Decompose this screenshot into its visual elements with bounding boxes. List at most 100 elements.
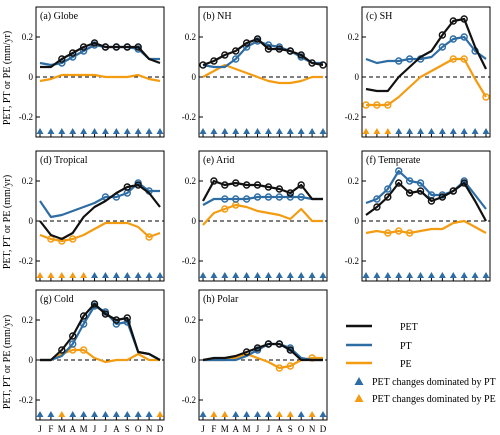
dominance-triangle <box>243 128 251 134</box>
dominance-triangle <box>384 128 392 134</box>
panel-title: (a) Globe <box>40 11 79 22</box>
dominance-triangle <box>145 128 153 134</box>
dominance-triangle <box>232 128 240 134</box>
marker-pt <box>395 167 403 175</box>
dominance-triangle <box>254 272 262 278</box>
dominance-triangle <box>199 272 207 278</box>
dominance-triangle <box>395 272 403 278</box>
marker-pet <box>210 177 218 185</box>
dominance-triangle <box>406 128 414 134</box>
marker-pt <box>297 193 305 201</box>
y-tick-label: -0.2 <box>182 395 196 405</box>
dominance-triangle <box>243 272 251 278</box>
series-line-pet <box>39 183 161 241</box>
y-tick-label: -0.2 <box>182 112 196 122</box>
dominance-triangle <box>427 272 435 278</box>
dominance-triangle <box>58 411 66 417</box>
x-tick-label: N <box>309 424 316 434</box>
dominance-triangle <box>417 272 425 278</box>
y-tick-label: -0.2 <box>345 256 359 266</box>
legend-tri-pe-label: PET changes dominated by PE <box>372 394 496 405</box>
dominance-triangle <box>482 272 490 278</box>
marker-pt <box>460 33 468 41</box>
marker-pet <box>123 183 131 191</box>
marker-pet <box>242 181 251 189</box>
marker-pe <box>395 227 403 235</box>
dominance-triangle <box>58 272 66 278</box>
y-tick-label: -0.2 <box>182 256 196 266</box>
dominance-triangle <box>36 128 44 134</box>
x-tick-label: J <box>104 424 108 434</box>
panel-title: (d) Tropical <box>40 155 88 166</box>
marker-pt <box>449 35 457 43</box>
dominance-triangle <box>232 272 240 278</box>
dominance-triangle <box>286 128 294 134</box>
y-tick-label: 0.2 <box>348 32 359 42</box>
dominance-triangle <box>112 272 120 278</box>
marker-pe <box>405 229 414 237</box>
dominance-triangle <box>145 411 153 417</box>
y-axis-label-row1: PET, PT or PE (mm/yr) <box>2 31 13 125</box>
marker-pet <box>123 43 131 51</box>
marker-pet <box>79 43 88 51</box>
panel-frame <box>361 150 491 282</box>
dominance-triangle <box>134 128 142 134</box>
x-tick-label: O <box>298 424 305 434</box>
x-tick-label: J <box>256 424 260 434</box>
panel-4: -0.2 0 0.2 (d) Tropical <box>19 150 165 282</box>
dominance-triangle <box>91 128 99 134</box>
panel-title: (e) Arid <box>203 155 234 166</box>
x-tick-label: O <box>135 424 142 434</box>
marker-pet <box>242 39 251 47</box>
dominance-triangle <box>275 128 283 134</box>
y-tick-label: 0.2 <box>22 315 33 325</box>
marker-pet <box>253 344 262 352</box>
series-line-pet <box>202 342 323 362</box>
panel-frame <box>198 6 328 138</box>
marker-pt <box>232 55 240 63</box>
dominance-triangle <box>286 411 294 417</box>
y-tick-label: 0 <box>29 72 34 82</box>
dominance-triangle <box>80 411 88 417</box>
dominance-triangle <box>406 272 414 278</box>
dominance-triangle <box>362 128 370 134</box>
dominance-triangle <box>254 128 262 134</box>
dominance-triangle <box>264 272 272 278</box>
marker-pt <box>221 195 229 203</box>
x-tick-label: D <box>157 424 164 434</box>
panel-frame <box>35 289 165 421</box>
marker-pe <box>449 55 457 63</box>
x-tick-label: A <box>276 424 283 434</box>
dominance-triangle <box>199 411 207 417</box>
marker-pt <box>79 320 88 328</box>
marker-pt <box>405 177 414 185</box>
dominance-triangle <box>471 128 479 134</box>
marker-pet <box>232 179 240 187</box>
y-tick-label: 0 <box>355 216 360 226</box>
panel-frame <box>198 150 328 282</box>
marker-pet <box>438 31 447 39</box>
dominance-triangle <box>319 128 327 134</box>
marker-pet <box>373 203 381 211</box>
x-tick-label: A <box>69 424 76 434</box>
dominance-triangle <box>145 272 153 278</box>
y-tick-label: -0.2 <box>19 395 33 405</box>
marker-pt <box>373 195 381 203</box>
marker-pe <box>384 101 392 109</box>
legend-pet-label: PET <box>400 322 418 333</box>
panel-5: -0.2 0 0.2 (e) Arid <box>182 150 328 282</box>
marker-pt <box>69 340 77 348</box>
panel-frame <box>35 150 165 282</box>
dominance-triangle <box>264 411 272 417</box>
dominance-triangle <box>427 128 435 134</box>
marker-pet <box>221 181 229 189</box>
marker-pt <box>416 179 425 187</box>
dominance-triangle <box>471 272 479 278</box>
x-tick-label: M <box>221 424 229 434</box>
marker-pet <box>427 197 436 205</box>
panel-8: -0.200.2J F M A M J J A S O N D(h) Polar <box>182 289 328 434</box>
dominance-triangle <box>47 411 55 417</box>
marker-pet <box>460 15 468 23</box>
marker-pe <box>275 364 284 372</box>
marker-pet <box>286 346 294 354</box>
